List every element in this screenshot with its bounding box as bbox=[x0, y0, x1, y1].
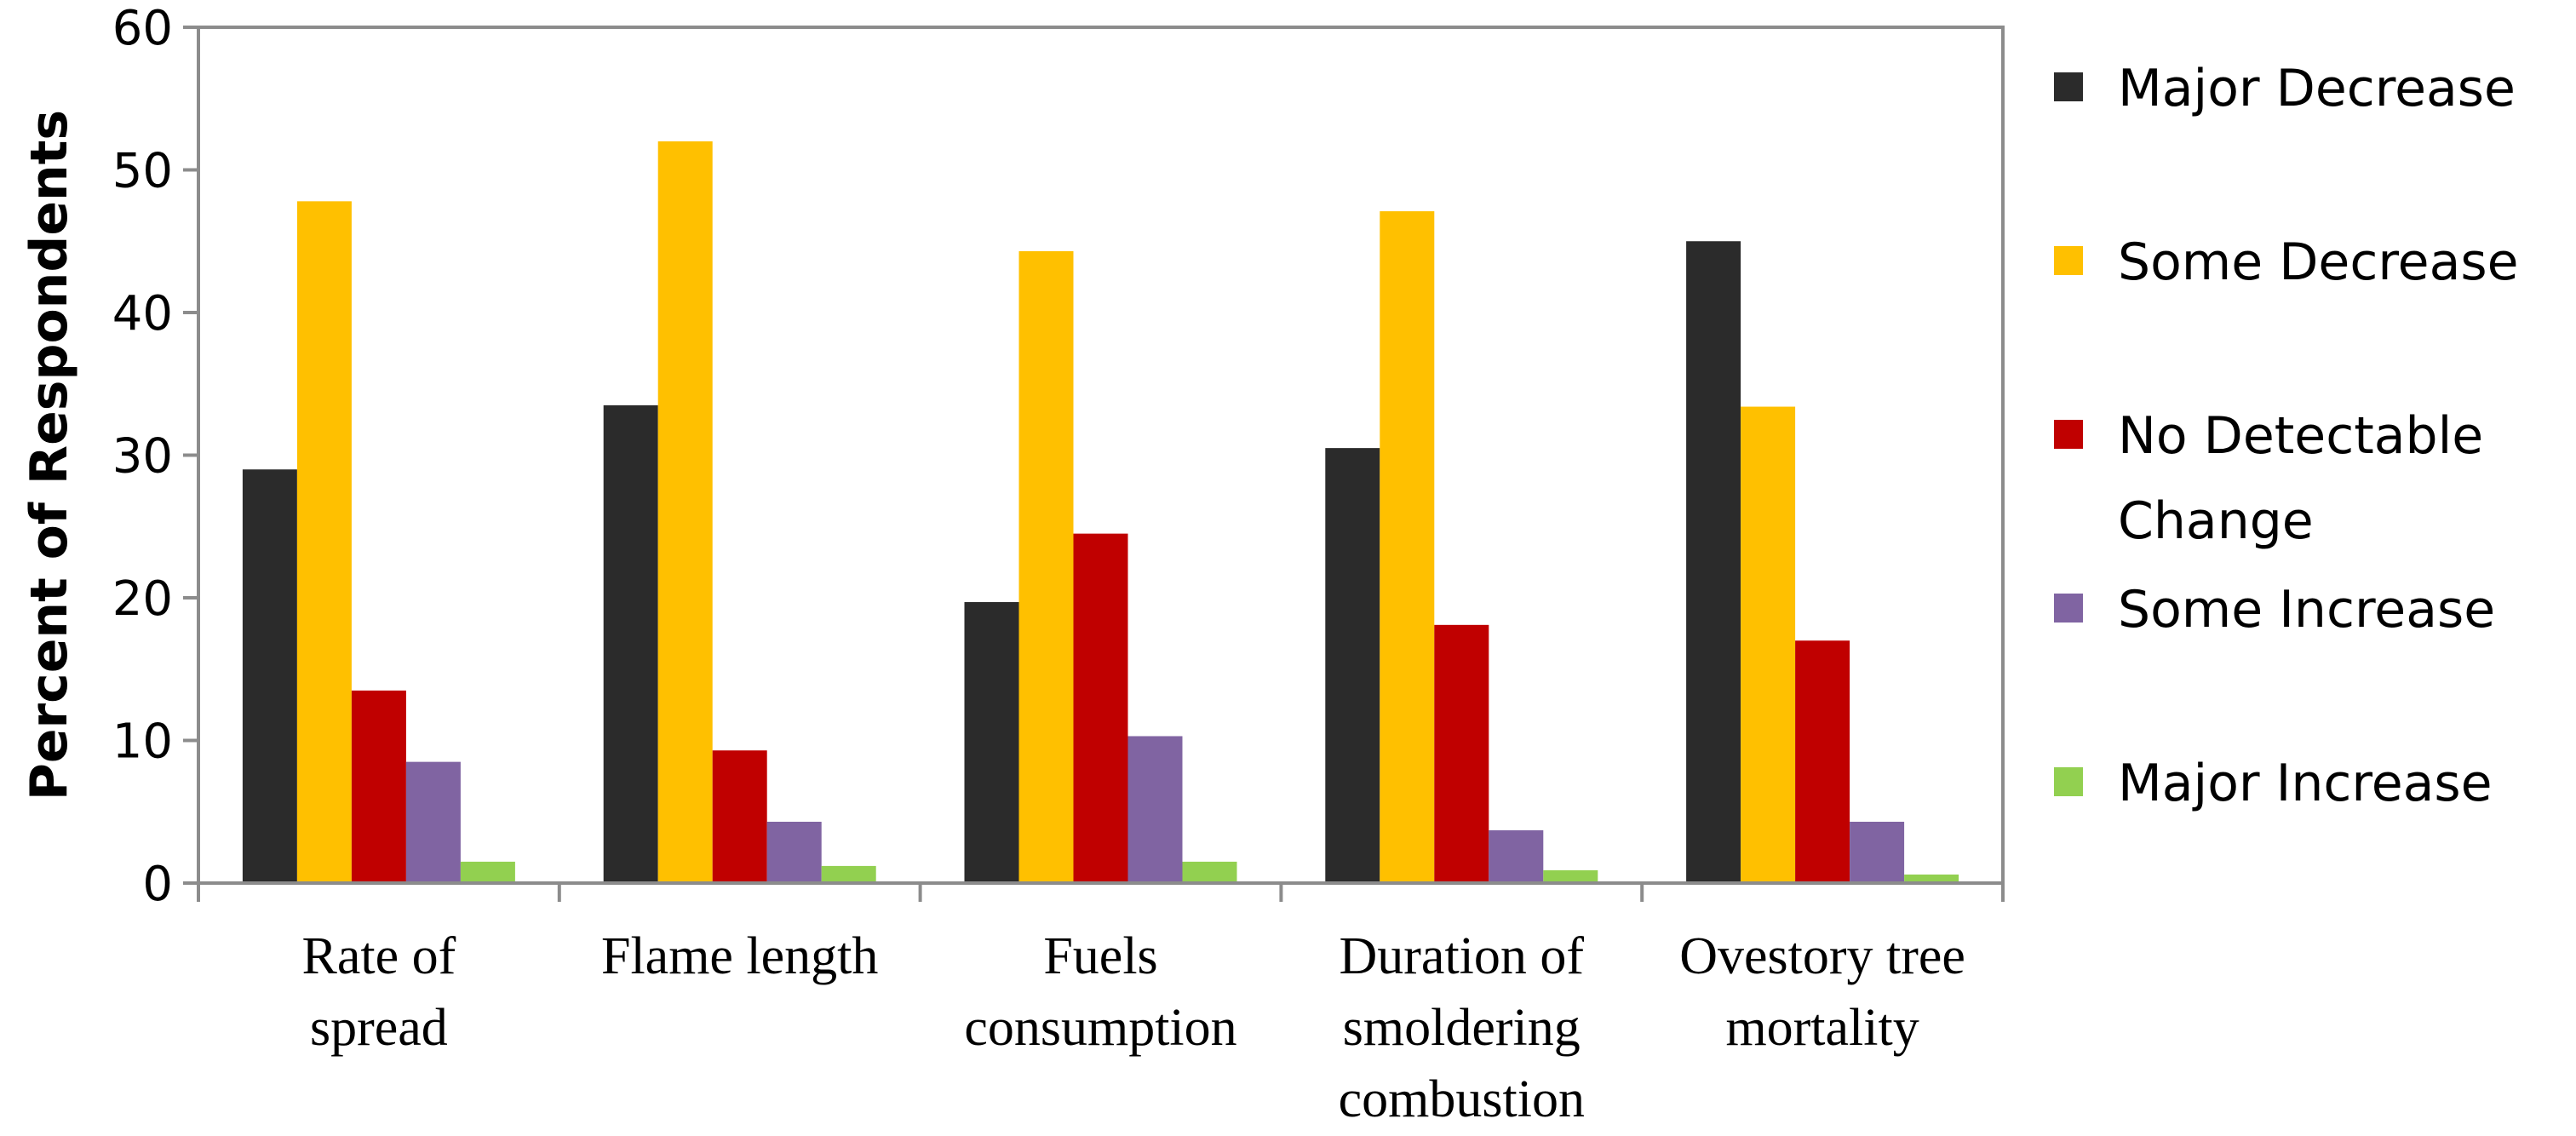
bar-some-decrease-cat-1 bbox=[657, 141, 713, 883]
y-ticks-group: 0 10 20 30 40 50 60 bbox=[112, 1, 198, 912]
bar-some-increase-cat-3 bbox=[1489, 830, 1544, 883]
x-category-label: Flame length bbox=[601, 927, 878, 985]
bar-major-decrease-cat-3 bbox=[1325, 448, 1380, 884]
bar-major-increase-cat-3 bbox=[1543, 869, 1598, 883]
legend-swatch bbox=[2054, 72, 2083, 101]
y-tick-label: 10 bbox=[112, 714, 173, 770]
bar-some-increase-cat-2 bbox=[1127, 736, 1183, 883]
bar-some-decrease-cat-3 bbox=[1380, 211, 1435, 883]
legend-label: Some Increase bbox=[2118, 580, 2495, 640]
y-tick-label: 60 bbox=[112, 1, 173, 56]
x-category-labels-group: Rate of spread Flame length Fuels consumptio… bbox=[302, 927, 1965, 1128]
x-category-label: Rate of spread bbox=[302, 927, 456, 1057]
bar-no-detectable-change-cat-1 bbox=[712, 750, 767, 883]
legend-label: Major Decrease bbox=[2118, 59, 2516, 118]
legend-swatch bbox=[2054, 420, 2083, 449]
x-category-label: Fuels consumption bbox=[964, 927, 1236, 1057]
legend-item-no-detectable-change: No Detectable Change bbox=[2054, 406, 2483, 551]
legend-item-some-decrease: Some Decrease bbox=[2054, 232, 2519, 292]
legend-item-major-decrease: Major Decrease bbox=[2054, 59, 2516, 118]
legend-item-some-increase: Some Increase bbox=[2054, 580, 2495, 640]
legend-item-major-increase: Major Increase bbox=[2054, 754, 2493, 813]
bars-group bbox=[242, 141, 1959, 884]
bar-no-detectable-change-cat-4 bbox=[1795, 640, 1850, 883]
bar-some-decrease-cat-2 bbox=[1018, 250, 1074, 884]
y-tick-label: 30 bbox=[112, 429, 173, 485]
x-category-label: Duration of smoldering combustion bbox=[1339, 927, 1585, 1128]
bar-major-increase-cat-4 bbox=[1904, 874, 1959, 883]
legend: Major Decrease Some Decrease No Detectable… bbox=[2054, 59, 2519, 813]
legend-swatch bbox=[2054, 246, 2083, 275]
bar-major-increase-cat-2 bbox=[1182, 861, 1237, 884]
bar-major-decrease-cat-2 bbox=[964, 602, 1019, 883]
bar-no-detectable-change-cat-0 bbox=[351, 690, 406, 884]
bar-some-decrease-cat-4 bbox=[1741, 406, 1796, 883]
legend-label: Major Increase bbox=[2118, 754, 2493, 813]
bar-major-increase-cat-0 bbox=[460, 861, 515, 884]
bar-no-detectable-change-cat-3 bbox=[1434, 624, 1489, 883]
bar-major-decrease-cat-0 bbox=[242, 469, 297, 883]
y-axis-title: Percent of Respondents bbox=[20, 110, 79, 800]
bar-some-increase-cat-1 bbox=[766, 821, 822, 883]
bar-some-increase-cat-4 bbox=[1850, 821, 1905, 883]
y-tick-label: 0 bbox=[142, 857, 173, 912]
bar-some-decrease-cat-0 bbox=[296, 201, 352, 884]
y-tick-label: 50 bbox=[112, 144, 173, 199]
y-tick-label: 20 bbox=[112, 571, 173, 627]
bar-no-detectable-change-cat-2 bbox=[1073, 533, 1128, 884]
bar-major-decrease-cat-1 bbox=[603, 404, 658, 884]
legend-swatch bbox=[2054, 594, 2083, 623]
legend-swatch bbox=[2054, 767, 2083, 796]
y-tick-label: 40 bbox=[112, 286, 173, 341]
bar-major-increase-cat-1 bbox=[821, 865, 876, 883]
x-category-label: Ovestory tree mortality bbox=[1679, 927, 1965, 1057]
bar-some-increase-cat-0 bbox=[405, 761, 461, 884]
legend-label: No Detectable Change bbox=[2118, 406, 2483, 551]
bar-major-decrease-cat-4 bbox=[1686, 241, 1741, 883]
legend-label: Some Decrease bbox=[2118, 232, 2519, 292]
